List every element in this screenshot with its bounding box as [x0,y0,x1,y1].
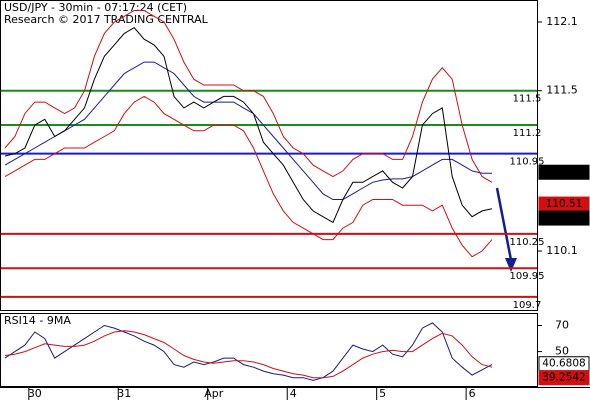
price-box-label: 40.6808 [542,358,585,370]
price-panel [0,0,538,311]
forecast-arrow-head [505,258,517,272]
y-tick-label: 50 [555,345,569,358]
y-tick-label: 70 [555,319,569,332]
rsi-title: RSI14 - 9MA [4,314,71,327]
series-line [4,322,493,381]
y-tick-label: 111.5 [546,84,578,97]
level-label: 109.7 [513,300,542,311]
y-tick-label: 112.1 [546,15,578,28]
level-label: 110.25 [510,237,545,248]
y-tick-label: 110.1 [546,244,578,257]
price-box-label: 110.487 [542,212,585,224]
rsi-panel [0,313,538,387]
x-tick-label: 4 [290,387,297,400]
price-box [538,370,590,386]
price-box [538,210,590,226]
forecast-arrow [495,187,513,261]
series-line [4,10,493,183]
level-label: 110.95 [510,157,545,168]
x-tick-label: 31 [117,387,131,400]
x-tick-label: 6 [469,387,476,400]
x-tick-label: 5 [379,387,386,400]
series-line [4,27,493,224]
price-box-label: 39.2542 [542,372,585,384]
x-tick-label: 30 [28,387,42,400]
level-label: 111.5 [513,94,542,105]
series-line [4,61,492,200]
level-label: 109.95 [510,271,545,282]
price-box-label: 110.788 [542,166,585,178]
chart-subtitle: Research © 2017 TRADING CENTRAL [4,13,209,26]
series-line [4,330,493,379]
level-label: 111.2 [513,128,542,139]
series-line [4,95,493,258]
x-tick-label: Apr [204,387,224,400]
price-box [538,164,590,180]
price-box-label: 110.51 [546,198,583,210]
